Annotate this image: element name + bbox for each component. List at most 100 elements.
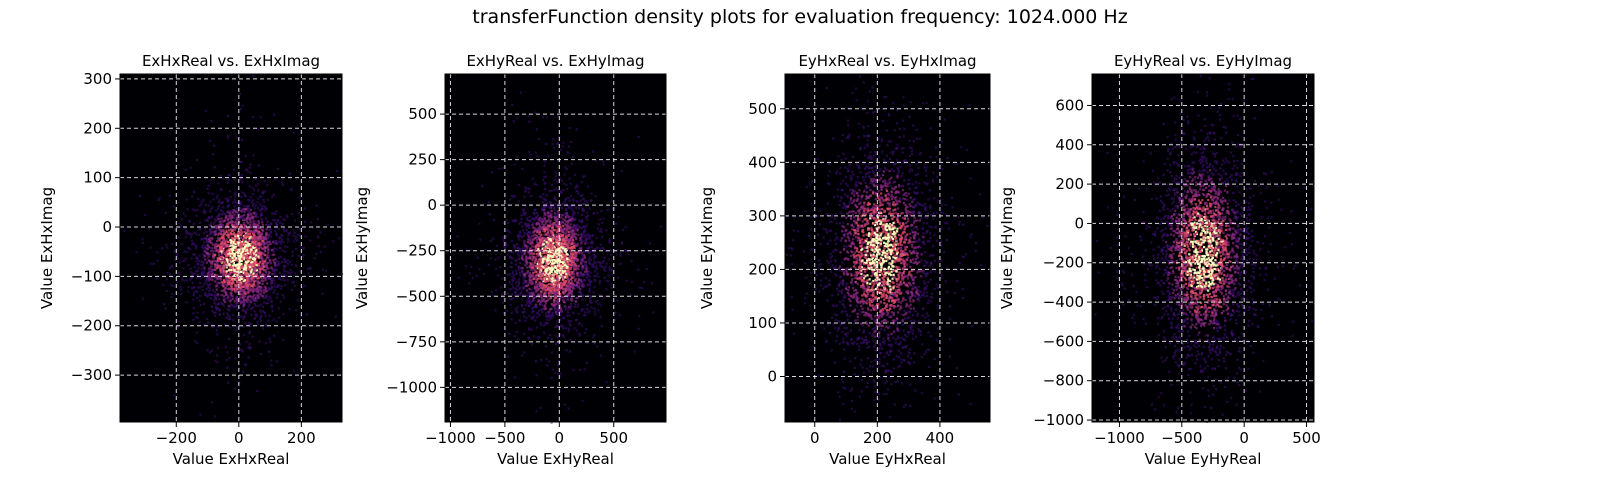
density-cell	[231, 266, 234, 269]
density-cell	[261, 305, 264, 308]
density-cell	[240, 138, 244, 142]
density-cell	[233, 238, 236, 241]
density-cell	[242, 222, 246, 225]
density-cell	[227, 314, 230, 317]
density-cell	[519, 91, 522, 94]
density-cell	[243, 279, 247, 282]
density-cell	[245, 207, 249, 210]
density-cell	[245, 278, 248, 282]
density-cell	[251, 335, 254, 338]
density-cell	[240, 248, 243, 251]
density-cell	[231, 237, 234, 240]
density-cell	[267, 273, 270, 277]
density-cell	[192, 312, 195, 315]
density-cell	[246, 206, 249, 209]
density-cell	[580, 282, 583, 285]
density-cell	[590, 259, 593, 262]
density-cell	[547, 279, 550, 282]
density-cell	[303, 285, 306, 288]
density-cell	[598, 218, 602, 221]
density-cell	[214, 263, 217, 266]
density-cell	[157, 198, 160, 202]
density-cell	[229, 279, 232, 282]
density-cell	[559, 256, 562, 259]
density-cell	[198, 281, 202, 285]
density-cell	[584, 233, 587, 236]
density-cell	[583, 368, 586, 371]
density-cell	[552, 242, 555, 245]
density-cell	[196, 341, 199, 344]
density-cell	[275, 248, 278, 251]
density-cell	[261, 260, 265, 263]
density-cell	[222, 273, 225, 276]
density-cell	[565, 245, 568, 249]
density-cell	[576, 265, 579, 268]
density-cell	[613, 194, 616, 197]
density-cell	[508, 255, 512, 258]
density-cell	[240, 300, 244, 303]
density-cell	[223, 274, 226, 277]
density-cell	[321, 292, 324, 296]
density-cell	[231, 259, 235, 263]
density-cell	[231, 244, 234, 247]
density-cell	[259, 276, 262, 279]
density-cell	[535, 211, 538, 215]
density-cell	[602, 163, 605, 166]
density-cell	[233, 233, 236, 236]
density-cell	[309, 239, 312, 242]
density-cell	[521, 311, 525, 314]
density-cell	[520, 235, 524, 239]
density-cell	[217, 285, 220, 288]
density-cell	[568, 239, 572, 242]
density-cell	[242, 274, 245, 277]
density-cell	[592, 265, 595, 268]
density-cell	[264, 286, 267, 290]
density-cell	[236, 210, 239, 213]
density-cell	[225, 312, 229, 315]
density-cell	[288, 231, 292, 234]
density-cell	[248, 283, 251, 286]
density-cell	[468, 282, 471, 285]
density-cell	[535, 227, 538, 230]
density-cell	[260, 314, 263, 317]
density-cell	[283, 258, 287, 261]
density-cell	[573, 247, 576, 250]
density-cell	[550, 246, 553, 249]
density-cell	[536, 229, 539, 232]
density-cell	[254, 213, 258, 216]
density-cell	[542, 331, 546, 334]
density-cell	[538, 262, 541, 265]
density-cell	[556, 235, 559, 238]
density-cell	[547, 315, 551, 318]
density-cell	[149, 246, 152, 249]
density-cell	[293, 231, 296, 234]
density-cell	[555, 289, 559, 292]
density-cell	[230, 266, 233, 269]
density-cell	[249, 226, 252, 229]
density-cell	[246, 235, 249, 239]
density-cell	[548, 308, 552, 311]
density-cell	[246, 290, 249, 294]
density-cell	[233, 221, 236, 224]
density-cell	[244, 169, 247, 172]
density-cell	[564, 253, 567, 257]
density-cell	[282, 296, 286, 299]
density-cell	[516, 311, 519, 314]
density-cell	[248, 272, 252, 276]
density-cell	[565, 273, 568, 276]
density-cell	[221, 209, 224, 213]
density-cell	[226, 181, 230, 184]
density-cell	[587, 294, 590, 297]
density-cell	[559, 148, 563, 152]
density-cell	[225, 291, 228, 294]
density-cell	[502, 312, 506, 315]
density-cell	[536, 217, 539, 220]
density-cell	[249, 208, 252, 212]
density-cell	[201, 253, 204, 256]
density-cell	[231, 211, 234, 214]
density-cell	[594, 313, 597, 316]
density-cell	[531, 177, 534, 180]
density-cell	[539, 240, 542, 243]
density-cell	[567, 320, 570, 323]
density-cell	[523, 252, 526, 255]
